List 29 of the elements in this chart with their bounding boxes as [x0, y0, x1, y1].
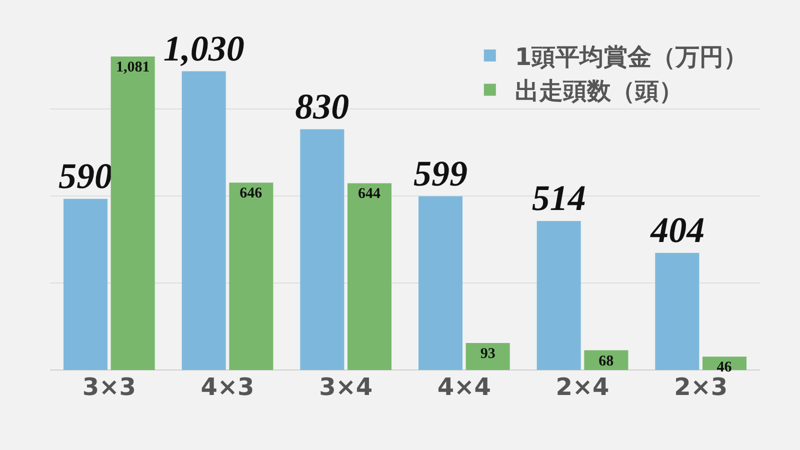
- bar: [300, 129, 344, 370]
- legend-label: 1頭平均賞金（万円）: [514, 42, 748, 71]
- data-label: 590: [58, 156, 112, 196]
- data-label: 1,030: [163, 28, 244, 68]
- bar: [347, 183, 392, 370]
- data-label: 599: [414, 153, 468, 194]
- data-label: 830: [295, 86, 350, 126]
- x-tick-label: 4×4: [437, 373, 491, 401]
- bar: [536, 220, 581, 370]
- data-label: 93: [480, 346, 496, 362]
- bar: [110, 56, 155, 370]
- data-label: 644: [358, 186, 381, 202]
- x-tick-label: 2×3: [674, 373, 728, 401]
- data-label: 646: [240, 186, 263, 202]
- bar: [182, 71, 226, 370]
- bar: [418, 196, 463, 370]
- bar: [63, 198, 108, 370]
- x-tick-label: 2×4: [556, 373, 610, 401]
- x-tick-label: 3×4: [319, 373, 373, 401]
- legend-label: 出走頭数（頭）: [514, 77, 683, 106]
- x-tick-label: 4×3: [200, 373, 254, 401]
- x-tick-label: 3×3: [82, 373, 136, 401]
- bar: [655, 252, 700, 370]
- data-label: 514: [532, 178, 586, 218]
- bar: [466, 343, 510, 370]
- data-label: 68: [598, 353, 614, 370]
- data-label: 1,081: [116, 60, 150, 76]
- bar: [229, 182, 274, 370]
- data-label: 404: [650, 210, 705, 250]
